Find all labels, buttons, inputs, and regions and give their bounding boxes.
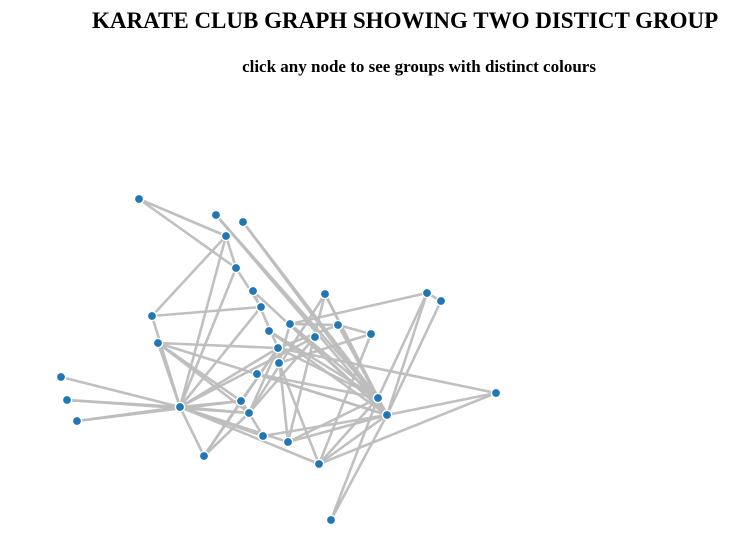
graph-node[interactable] xyxy=(273,357,285,369)
graph-link xyxy=(178,405,321,466)
graph-node[interactable] xyxy=(332,319,344,331)
graph-node[interactable] xyxy=(133,193,145,205)
graph-node[interactable] xyxy=(381,409,393,421)
graph-link xyxy=(202,411,251,458)
page-subtitle: click any node to see groups with distin… xyxy=(242,57,596,76)
graph-link xyxy=(156,341,182,409)
graph-node[interactable] xyxy=(237,216,249,228)
graph-link xyxy=(224,234,238,270)
graph-node[interactable] xyxy=(235,395,247,407)
page-title: KARATE CLUB GRAPH SHOWING TWO DISTICT GR… xyxy=(92,8,719,33)
graph-node[interactable] xyxy=(257,430,269,442)
graph-node[interactable] xyxy=(313,458,325,470)
graph-link xyxy=(276,346,498,395)
graph-link xyxy=(286,396,380,444)
graph-node[interactable] xyxy=(220,230,232,242)
graph-link xyxy=(267,329,380,400)
graph-link xyxy=(202,399,243,458)
graph-link xyxy=(277,332,373,365)
graph-link xyxy=(150,305,263,318)
graph-node[interactable] xyxy=(243,407,255,419)
graph-node[interactable] xyxy=(255,301,267,313)
graph-node[interactable] xyxy=(251,368,263,380)
graph-link xyxy=(288,322,389,417)
graph-link xyxy=(75,399,243,423)
graph-link xyxy=(255,372,380,400)
graph-node[interactable] xyxy=(284,318,296,330)
graph-node[interactable] xyxy=(61,394,73,406)
graph-link xyxy=(65,398,251,415)
graph-nodes xyxy=(55,193,502,526)
graph-node[interactable] xyxy=(282,436,294,448)
graph-node[interactable] xyxy=(272,342,284,354)
graph-link xyxy=(288,291,429,326)
graph-link xyxy=(267,329,389,417)
graph-link xyxy=(385,299,443,417)
graph-node[interactable] xyxy=(230,262,242,274)
graph-link xyxy=(247,346,280,415)
graph-node[interactable] xyxy=(55,371,67,383)
graph-links xyxy=(59,197,498,522)
graph-link xyxy=(336,323,373,336)
graph-link xyxy=(156,341,280,350)
graph-link xyxy=(137,197,228,238)
graph-node[interactable] xyxy=(372,392,384,404)
graph-link xyxy=(317,391,498,466)
graph-node[interactable] xyxy=(247,285,259,297)
graph-node[interactable] xyxy=(210,209,222,221)
graph-link xyxy=(329,413,389,522)
graph-node[interactable] xyxy=(309,331,321,343)
graph-node[interactable] xyxy=(152,337,164,349)
graph-node[interactable] xyxy=(490,387,502,399)
graph-link xyxy=(59,375,182,409)
graph-node[interactable] xyxy=(421,287,433,299)
graph-link xyxy=(385,391,498,417)
graph-link xyxy=(261,413,389,438)
graph-node[interactable] xyxy=(71,415,83,427)
graph-link xyxy=(385,291,429,417)
graph-link xyxy=(277,322,292,365)
graph-node[interactable] xyxy=(198,450,210,462)
graph-link xyxy=(317,332,373,466)
graph-link xyxy=(156,341,243,403)
graph-link xyxy=(329,396,380,522)
graph-node[interactable] xyxy=(325,514,337,526)
graph-link xyxy=(376,291,429,400)
graph-node[interactable] xyxy=(174,401,186,413)
graph-link xyxy=(317,396,380,466)
graph-link xyxy=(178,305,263,409)
graph-link xyxy=(234,266,263,309)
graph-link xyxy=(178,266,238,409)
graph-node[interactable] xyxy=(365,328,377,340)
graph-link xyxy=(137,197,238,270)
graph-link xyxy=(277,361,321,466)
graph-link xyxy=(317,413,389,466)
graph-node[interactable] xyxy=(319,288,331,300)
graph-node[interactable] xyxy=(263,325,275,337)
graph-node[interactable] xyxy=(435,295,447,307)
graph-link xyxy=(178,405,206,458)
graph-link xyxy=(150,234,228,318)
graph-link xyxy=(288,322,340,327)
graph-link xyxy=(255,372,389,417)
graph-node[interactable] xyxy=(146,310,158,322)
graph-link xyxy=(178,234,228,409)
